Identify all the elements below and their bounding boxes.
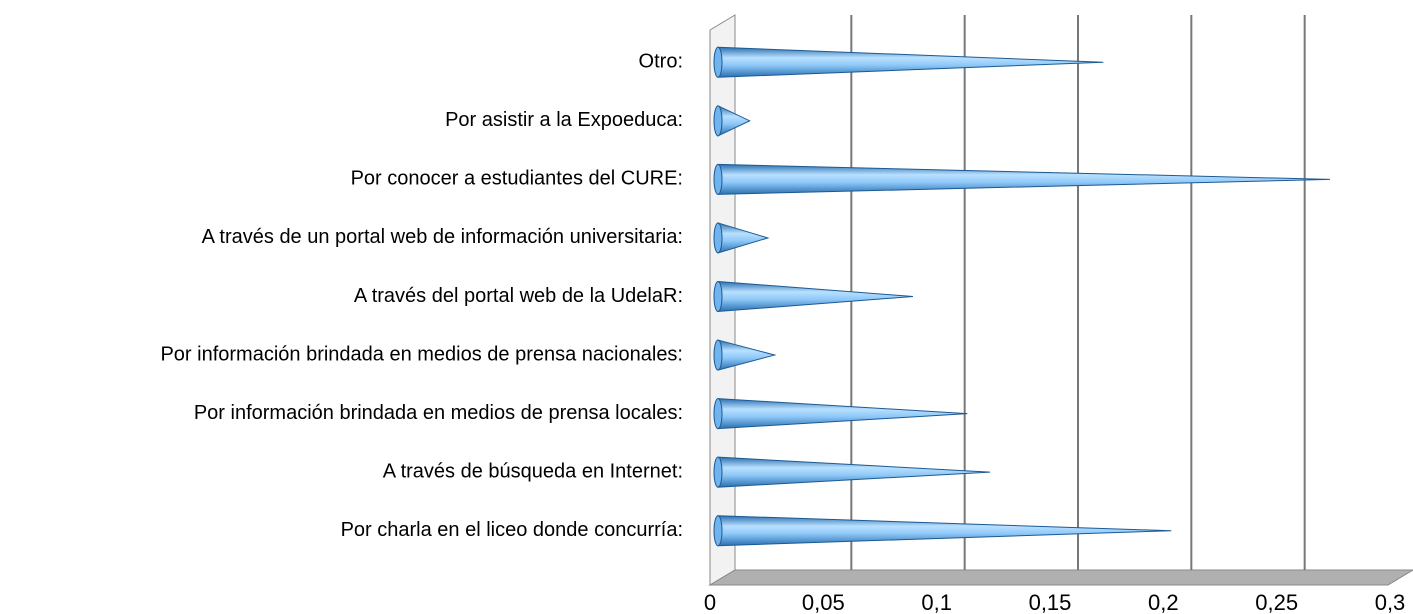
x-tick-label: 0,15 bbox=[1029, 590, 1072, 614]
bar bbox=[717, 339, 777, 371]
bar-base bbox=[713, 398, 723, 430]
x-tick-label: 0,05 bbox=[802, 590, 845, 614]
bar bbox=[717, 222, 770, 254]
y-tick-label: A través de un portal web de información… bbox=[202, 226, 683, 248]
bar bbox=[717, 456, 991, 488]
y-tick-label: Por información brindada en medios de pr… bbox=[194, 402, 683, 424]
y-tick-label: A través de búsqueda en Internet: bbox=[383, 460, 683, 482]
x-tick-label: 0,2 bbox=[1148, 590, 1179, 614]
y-tick-label: Por charla en el liceo donde concurría: bbox=[341, 519, 683, 541]
y-tick-label: A través del portal web de la UdelaR: bbox=[354, 285, 683, 307]
x-tick-label: 0,3 bbox=[1375, 590, 1406, 614]
bar-base bbox=[713, 222, 723, 254]
bar-base bbox=[713, 339, 723, 371]
floor bbox=[708, 569, 1413, 586]
bar-base bbox=[713, 515, 723, 547]
bar-base bbox=[713, 456, 723, 488]
y-tick-label: Por información brindada en medios de pr… bbox=[160, 343, 683, 365]
bar bbox=[717, 515, 1172, 547]
bar bbox=[717, 280, 913, 313]
bar bbox=[717, 398, 968, 430]
x-tick-label: 0 bbox=[704, 590, 716, 614]
bar-base bbox=[713, 105, 723, 137]
bar-base bbox=[713, 163, 723, 195]
x-tick-label: 0,25 bbox=[1255, 590, 1298, 614]
bar bbox=[717, 46, 1104, 78]
x-tick-label: 0,1 bbox=[921, 590, 952, 614]
y-tick-label: Por conocer a estudiantes del CURE: bbox=[351, 168, 683, 190]
bar bbox=[717, 163, 1331, 195]
bar-base bbox=[713, 46, 723, 78]
y-tick-label: Otro: bbox=[639, 51, 683, 73]
bar-base bbox=[713, 281, 723, 312]
y-tick-label: Por asistir a la Expoeduca: bbox=[445, 109, 683, 131]
